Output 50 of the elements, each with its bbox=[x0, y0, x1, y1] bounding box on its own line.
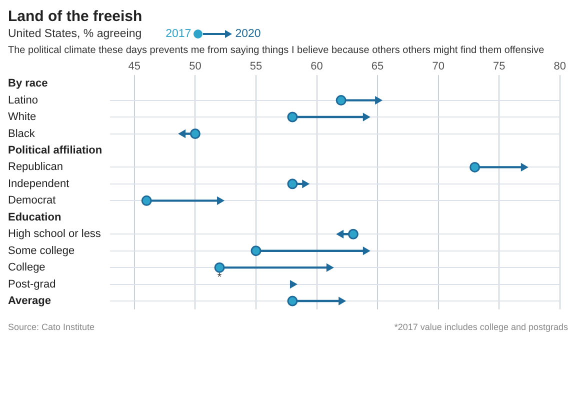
x-tick-label: 80 bbox=[554, 60, 566, 73]
point bbox=[362, 112, 370, 122]
chart-title: Land of the freeish bbox=[8, 8, 144, 25]
point bbox=[190, 128, 200, 139]
point bbox=[336, 95, 346, 106]
point bbox=[338, 296, 346, 306]
point bbox=[326, 263, 334, 272]
chart-subtitle: United States, % agreeing bbox=[8, 28, 142, 40]
legend-label: 2020 bbox=[235, 28, 261, 40]
point bbox=[362, 246, 370, 256]
x-tick-label: 60 bbox=[310, 60, 323, 73]
point bbox=[375, 96, 383, 105]
point bbox=[287, 178, 298, 190]
y-tick-label: Political affiliation bbox=[8, 144, 102, 157]
y-tick-label: Democrat bbox=[8, 194, 56, 207]
point bbox=[217, 196, 225, 205]
y-tick-label: Post-grad bbox=[8, 278, 56, 290]
point bbox=[141, 195, 152, 206]
text: 2017 bbox=[166, 28, 192, 40]
point bbox=[470, 162, 480, 172]
y-tick-label: College bbox=[8, 262, 46, 274]
y-tick-label: Average bbox=[8, 295, 52, 308]
point bbox=[214, 262, 225, 273]
y-tick-label: High school or less bbox=[8, 228, 102, 240]
x-tick-label: 65 bbox=[371, 60, 384, 73]
point bbox=[520, 162, 528, 172]
text: *2017 value includes college and postgrads bbox=[394, 322, 568, 332]
x-tick-label: 75 bbox=[492, 60, 506, 73]
annotation: * bbox=[217, 272, 222, 284]
point bbox=[287, 112, 298, 122]
x-tick-label: 50 bbox=[189, 60, 202, 73]
point bbox=[178, 129, 186, 138]
y-tick-label: White bbox=[8, 111, 36, 124]
y-tick-label: Latino bbox=[8, 94, 38, 106]
y-tick-label: Black bbox=[8, 128, 36, 140]
point bbox=[250, 246, 262, 256]
x-tick-label: 55 bbox=[250, 60, 262, 73]
text: The political climate these days prevents me from saying things I believe because others others might find them offensive bbox=[8, 45, 546, 56]
point bbox=[287, 296, 298, 306]
y-tick-label: Some college bbox=[8, 244, 75, 257]
y-tick-label: By race bbox=[8, 78, 48, 90]
source-note: Source: Cato Institute bbox=[8, 322, 95, 332]
x-tick-label: 70 bbox=[432, 60, 444, 73]
y-tick-label: Independent bbox=[8, 178, 70, 190]
point bbox=[348, 228, 358, 240]
point bbox=[290, 280, 298, 289]
point bbox=[302, 180, 310, 188]
y-tick-label: Education bbox=[8, 211, 62, 224]
x-tick-label: 45 bbox=[128, 60, 141, 73]
y-tick-label: Republican bbox=[8, 161, 64, 174]
